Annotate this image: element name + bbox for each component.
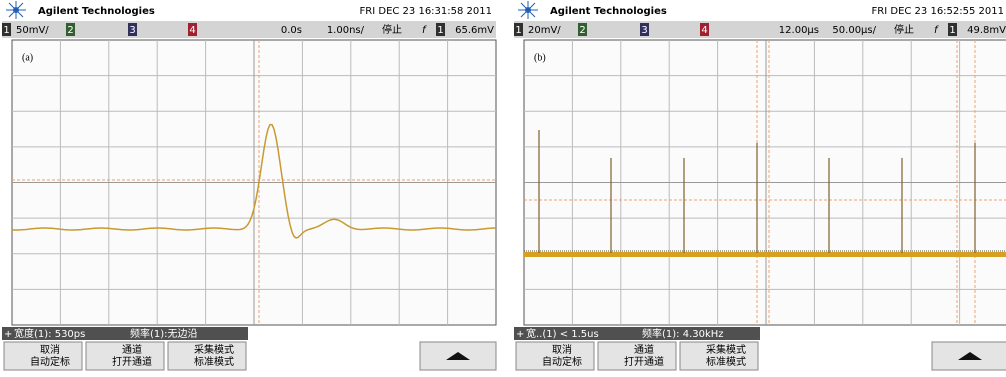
panel-label: (b) <box>534 52 546 63</box>
softkey-line1[interactable]: 取消 <box>40 343 60 356</box>
trigger-level: 65.6mV <box>455 25 494 36</box>
brand: Agilent Technologies <box>38 6 155 17</box>
softkey-line1[interactable]: 取消 <box>552 343 572 356</box>
trigger-channel: 1 <box>949 25 955 36</box>
trigger-channel: 1 <box>437 25 443 36</box>
softkey-line2[interactable]: 自动定标 <box>30 355 70 368</box>
measure-icon: + <box>516 329 524 340</box>
screen: Agilent Technologies FRI DEC 23 16:31:58 … <box>0 0 1006 373</box>
softkey-line1[interactable]: 采集模式 <box>194 343 234 356</box>
scope-panel: Agilent Technologies FRI DEC 23 16:31:58 … <box>2 1 496 370</box>
measure-icon: + <box>4 329 12 340</box>
trigger-level: 49.8mV <box>967 25 1006 36</box>
v-scale: 50mV/ <box>16 25 49 36</box>
datetime: FRI DEC 23 16:52:55 2011 <box>872 6 1004 17</box>
channel-4: 4 <box>189 25 195 36</box>
softkey-line1[interactable]: 通道 <box>122 343 142 356</box>
run-mode: 停止 <box>894 23 914 36</box>
softkey-line2[interactable]: 标准模式 <box>194 355 234 368</box>
waveform-band <box>524 252 1006 257</box>
channel-3: 3 <box>129 25 135 36</box>
softkey-line2[interactable]: 自动定标 <box>542 355 582 368</box>
scope-panel: Agilent Technologies FRI DEC 23 16:52:55 … <box>514 1 1006 370</box>
status-bar <box>514 21 1006 38</box>
measurement: 频率(1):无边沿 <box>130 327 198 340</box>
softkey-line1[interactable]: 通道 <box>634 343 654 356</box>
delay: 0.0s <box>281 25 302 36</box>
timebase: 1.00ns/ <box>327 25 365 36</box>
channel-1: 1 <box>3 25 9 36</box>
measurement: 宽..(1) < 1.5us <box>526 327 599 340</box>
softkey-line2[interactable]: 打开通道 <box>624 355 664 368</box>
softkey-line1[interactable]: 采集模式 <box>706 343 746 356</box>
channel-2: 2 <box>579 25 585 36</box>
measurement: 宽度(1): 530ps <box>14 327 85 340</box>
softkey-line2[interactable]: 标准模式 <box>706 355 746 368</box>
channel-3: 3 <box>641 25 647 36</box>
v-scale: 20mV/ <box>528 25 561 36</box>
channel-4: 4 <box>701 25 707 36</box>
logo <box>518 1 538 19</box>
brand: Agilent Technologies <box>550 6 667 17</box>
delay: 12.00µs <box>779 25 819 36</box>
channel-1: 1 <box>515 25 521 36</box>
softkey-line2[interactable]: 打开通道 <box>112 355 152 368</box>
measurement: 频率(1): 4.30kHz <box>642 327 724 340</box>
panel-label: (a) <box>22 52 33 63</box>
channel-2: 2 <box>67 25 73 36</box>
logo <box>6 1 26 19</box>
run-mode: 停止 <box>382 23 402 36</box>
timebase: 50.00µs/ <box>832 25 876 36</box>
datetime: FRI DEC 23 16:31:58 2011 <box>360 6 492 17</box>
